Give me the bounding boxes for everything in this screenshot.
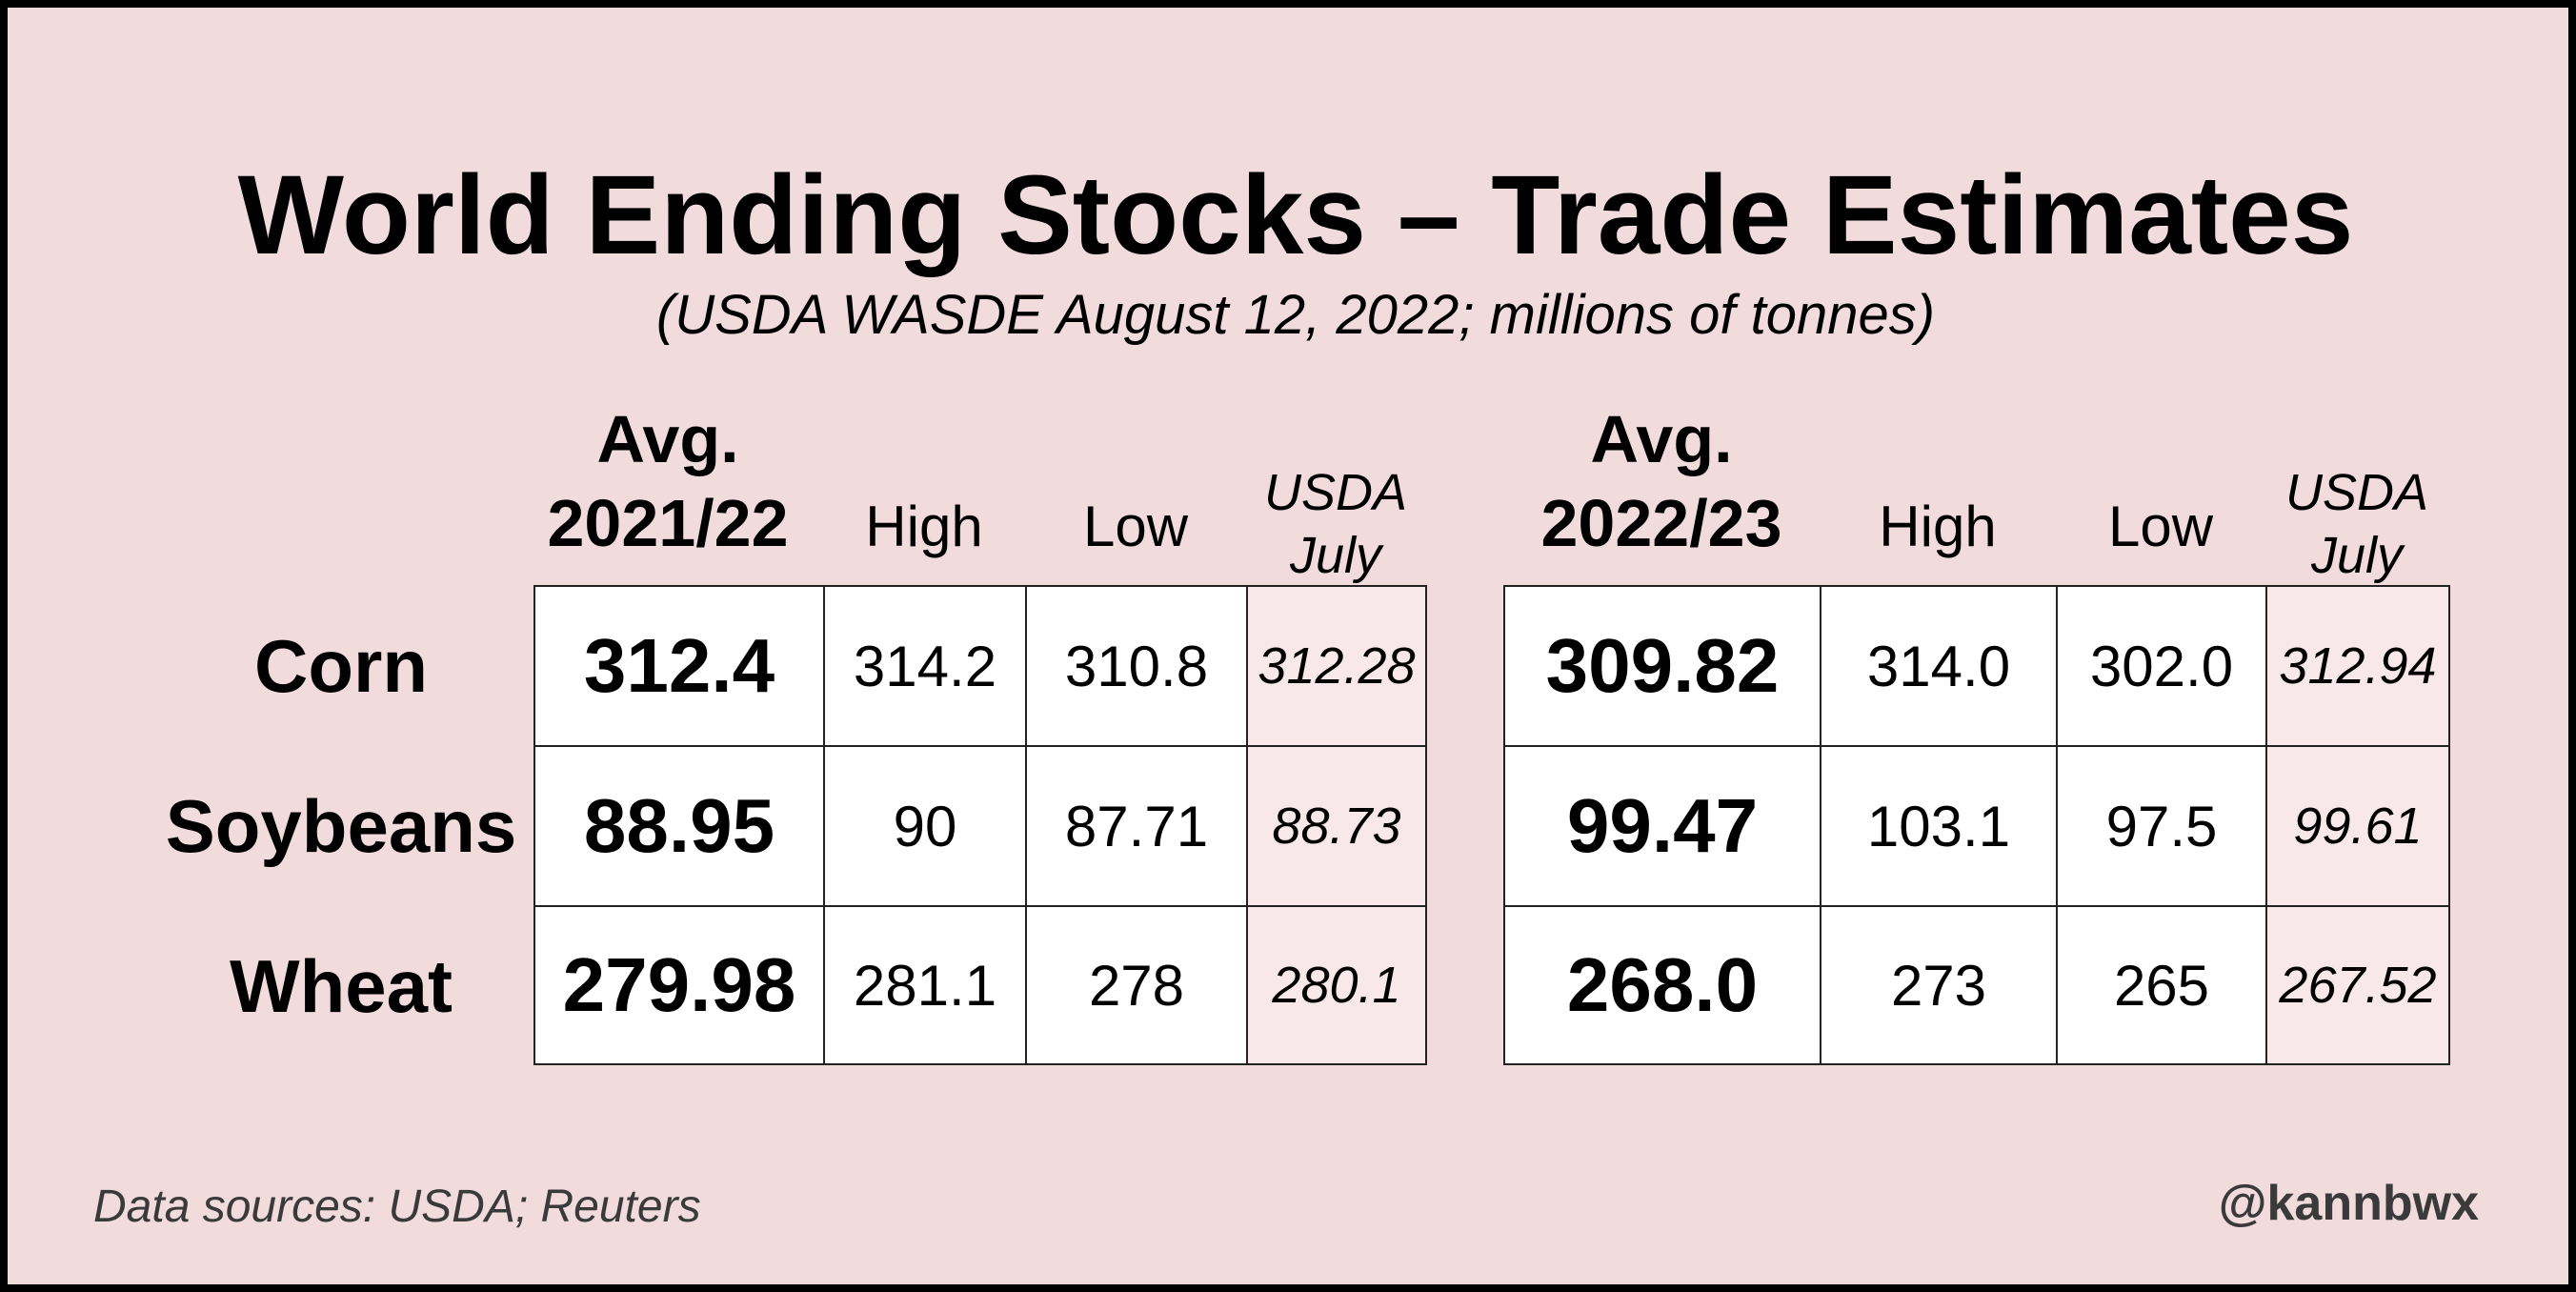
t2-corn-usda: 312.94 <box>2265 585 2450 747</box>
t2-header-avg-year: 2022/23 <box>1540 486 1782 560</box>
data-source-note: Data sources: USDA; Reuters <box>93 1181 701 1232</box>
t1-wheat-usda: 280.1 <box>1246 905 1427 1065</box>
t1-wheat-avg: 279.98 <box>533 905 825 1065</box>
t2-corn-avg: 309.82 <box>1503 585 1821 747</box>
t1-soybeans-low: 87.71 <box>1025 745 1248 907</box>
t2-corn-low: 302.0 <box>2056 585 2267 747</box>
t2-header-low: Low <box>2107 495 2214 558</box>
t1-header-avg-label: Avg. <box>596 402 739 476</box>
t1-soybeans-high: 90 <box>823 745 1027 907</box>
t2-soybeans-low: 97.5 <box>2056 745 2267 907</box>
t1-header-high: High <box>865 495 983 558</box>
t1-corn-high: 314.2 <box>823 585 1027 747</box>
t1-soybeans-usda: 88.73 <box>1246 745 1427 907</box>
t1-corn-usda: 312.28 <box>1246 585 1427 747</box>
t2-header-avg-label: Avg. <box>1590 402 1733 476</box>
t1-header-usda: USDA <box>1263 464 1408 521</box>
author-handle: @kannbwx <box>2218 1176 2479 1231</box>
t1-wheat-high: 281.1 <box>823 905 1027 1065</box>
t2-wheat-usda: 267.52 <box>2265 905 2450 1065</box>
t2-wheat-low: 265 <box>2056 905 2267 1065</box>
t1-corn-low: 310.8 <box>1025 585 1248 747</box>
t2-header-usda-month: July <box>2310 527 2404 584</box>
t2-wheat-high: 273 <box>1820 905 2058 1065</box>
row-label-soybeans: Soybeans <box>165 784 517 868</box>
t2-soybeans-usda: 99.61 <box>2265 745 2450 907</box>
t2-wheat-avg: 268.0 <box>1503 905 1821 1065</box>
t1-header-usda-month: July <box>1289 527 1382 584</box>
t2-header-usda: USDA <box>2284 464 2429 521</box>
chart-subtitle: (USDA WASDE August 12, 2022; millions of… <box>655 284 1936 346</box>
t1-wheat-low: 278 <box>1025 905 1248 1065</box>
t2-soybeans-high: 103.1 <box>1820 745 2058 907</box>
t1-header-low: Low <box>1082 495 1189 558</box>
t1-soybeans-avg: 88.95 <box>533 745 825 907</box>
chart-title: World Ending Stocks – Trade Estimates <box>237 152 2354 278</box>
t1-header-avg-year: 2021/22 <box>547 486 789 560</box>
row-label-corn: Corn <box>254 624 428 708</box>
t2-header-high: High <box>1879 495 1997 558</box>
t2-corn-high: 314.0 <box>1820 585 2058 747</box>
t1-corn-avg: 312.4 <box>533 585 825 747</box>
t2-soybeans-avg: 99.47 <box>1503 745 1821 907</box>
row-label-wheat: Wheat <box>230 944 453 1028</box>
